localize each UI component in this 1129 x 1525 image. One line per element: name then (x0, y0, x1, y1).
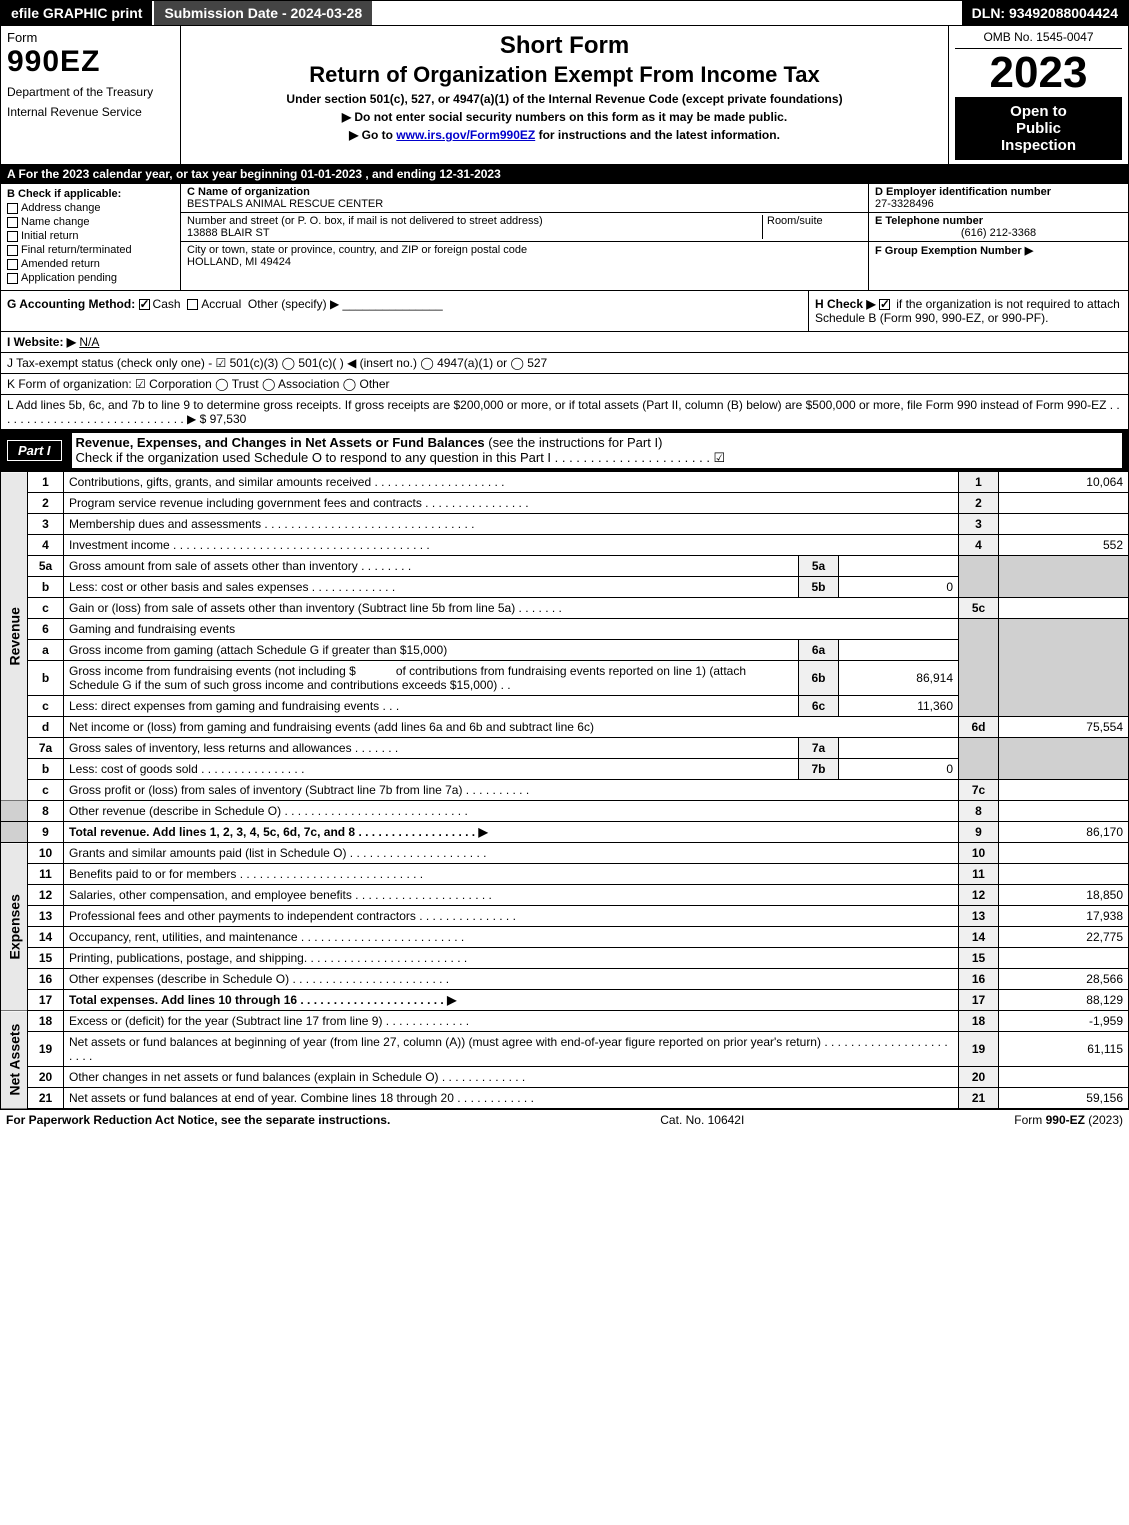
line-1: Revenue 1 Contributions, gifts, grants, … (1, 472, 1129, 493)
row-l-gross-receipts: L Add lines 5b, 6c, and 7b to line 9 to … (0, 395, 1129, 430)
form-header: Form 990EZ Department of the Treasury In… (0, 26, 1129, 165)
subtitle: Under section 501(c), 527, or 4947(a)(1)… (189, 92, 940, 106)
row-i-website: I Website: ▶ N/A (0, 332, 1129, 353)
line-7a: 7aGross sales of inventory, less returns… (1, 738, 1129, 759)
dln-label: DLN: 93492088004424 (962, 1, 1128, 25)
chk-scheduleb[interactable] (879, 299, 890, 310)
line-8: 8Other revenue (describe in Schedule O) … (1, 801, 1129, 822)
line-19: 19Net assets or fund balances at beginni… (1, 1032, 1129, 1067)
chk-final-return[interactable]: Final return/terminated (7, 244, 174, 256)
expenses-table: Expenses 10Grants and similar amounts pa… (0, 843, 1129, 1011)
title-short-form: Short Form (189, 32, 940, 60)
line-11: 11Benefits paid to or for members . . . … (1, 864, 1129, 885)
revenue-table: Revenue 1 Contributions, gifts, grants, … (0, 472, 1129, 843)
gross-receipts-value: 97,530 (210, 412, 247, 426)
org-info-grid: B Check if applicable: Address change Na… (0, 184, 1129, 291)
chk-accrual[interactable] (187, 299, 198, 310)
line-18: Net Assets 18Excess or (deficit) for the… (1, 1011, 1129, 1032)
line-14: 14Occupancy, rent, utilities, and mainte… (1, 927, 1129, 948)
chk-amended-return[interactable]: Amended return (7, 258, 174, 270)
footer-left: For Paperwork Reduction Act Notice, see … (6, 1113, 390, 1127)
line-15: 15Printing, publications, postage, and s… (1, 948, 1129, 969)
part1-header: Part I Revenue, Expenses, and Changes in… (0, 430, 1129, 472)
g-accounting-method: G Accounting Method: Cash Accrual Other … (1, 291, 808, 331)
d-ein-label: D Employer identification number (875, 186, 1051, 198)
line-6d: dNet income or (loss) from gaming and fu… (1, 717, 1129, 738)
row-gh: G Accounting Method: Cash Accrual Other … (0, 291, 1129, 332)
row-j-tax-exempt: J Tax-exempt status (check only one) - ☑… (0, 353, 1129, 374)
row-k-form-org: K Form of organization: ☑ Corporation ◯ … (0, 374, 1129, 395)
line-4: 4Investment income . . . . . . . . . . .… (1, 535, 1129, 556)
city-label: City or town, state or province, country… (187, 244, 527, 256)
ssn-warning: ▶ Do not enter social security numbers o… (189, 110, 940, 124)
omb-number: OMB No. 1545-0047 (955, 30, 1122, 49)
header-right: OMB No. 1545-0047 2023 Open to Public In… (948, 26, 1128, 164)
ein-value: 27-3328496 (875, 198, 934, 210)
part1-label: Part I (7, 440, 62, 461)
c-name-label: C Name of organization (187, 186, 310, 198)
footer-catno: Cat. No. 10642I (660, 1113, 744, 1127)
section-def: D Employer identification number 27-3328… (868, 184, 1128, 290)
goto-line: ▶ Go to www.irs.gov/Form990EZ for instru… (189, 128, 940, 142)
chk-name-change[interactable]: Name change (7, 216, 174, 228)
irs-link[interactable]: www.irs.gov/Form990EZ (396, 128, 535, 142)
line-10: Expenses 10Grants and similar amounts pa… (1, 843, 1129, 864)
chk-address-change[interactable]: Address change (7, 202, 174, 214)
phone-value: (616) 212-3368 (875, 227, 1122, 239)
website-value: N/A (79, 335, 99, 349)
line-9: 9Total revenue. Add lines 1, 2, 3, 4, 5c… (1, 822, 1129, 843)
header-left: Form 990EZ Department of the Treasury In… (1, 26, 181, 164)
dept-irs: Internal Revenue Service (7, 105, 174, 119)
efile-print-label[interactable]: efile GRAPHIC print (1, 1, 152, 25)
h-schedule-b: H Check ▶ if the organization is not req… (808, 291, 1128, 331)
side-expenses: Expenses (1, 843, 28, 1011)
side-netassets: Net Assets (1, 1011, 28, 1109)
page-footer: For Paperwork Reduction Act Notice, see … (0, 1109, 1129, 1130)
section-a-tax-year: A For the 2023 calendar year, or tax yea… (0, 165, 1129, 184)
submission-date-label: Submission Date - 2024-03-28 (152, 1, 372, 25)
room-suite-label: Room/suite (762, 215, 862, 239)
header-center: Short Form Return of Organization Exempt… (181, 26, 948, 164)
form-number: 990EZ (7, 45, 174, 79)
chk-initial-return[interactable]: Initial return (7, 230, 174, 242)
city-value: HOLLAND, MI 49424 (187, 256, 291, 268)
side-revenue: Revenue (1, 472, 28, 801)
line-2: 2Program service revenue including gover… (1, 493, 1129, 514)
line-20: 20Other changes in net assets or fund ba… (1, 1067, 1129, 1088)
line-12: 12Salaries, other compensation, and empl… (1, 885, 1129, 906)
chk-application-pending[interactable]: Application pending (7, 272, 174, 284)
open-to-public: Open to Public Inspection (955, 97, 1122, 160)
e-phone-label: E Telephone number (875, 215, 983, 227)
line-17: 17Total expenses. Add lines 10 through 1… (1, 990, 1129, 1011)
part1-desc: Revenue, Expenses, and Changes in Net As… (72, 433, 1122, 468)
street-value: 13888 BLAIR ST (187, 227, 270, 239)
form-word: Form (7, 30, 174, 45)
dept-treasury: Department of the Treasury (7, 85, 174, 99)
section-c-org: C Name of organization BESTPALS ANIMAL R… (181, 184, 868, 290)
line-7c: cGross profit or (loss) from sales of in… (1, 780, 1129, 801)
line-5c: cGain or (loss) from sale of assets othe… (1, 598, 1129, 619)
line-21: 21Net assets or fund balances at end of … (1, 1088, 1129, 1109)
line-3: 3Membership dues and assessments . . . .… (1, 514, 1129, 535)
title-return: Return of Organization Exempt From Incom… (189, 62, 940, 88)
f-group-exemption: F Group Exemption Number ▶ (875, 245, 1033, 257)
section-b-checkboxes: B Check if applicable: Address change Na… (1, 184, 181, 290)
line-13: 13Professional fees and other payments t… (1, 906, 1129, 927)
net-assets-table: Net Assets 18Excess or (deficit) for the… (0, 1011, 1129, 1109)
line-6: 6Gaming and fundraising events (1, 619, 1129, 640)
line-16: 16Other expenses (describe in Schedule O… (1, 969, 1129, 990)
street-label: Number and street (or P. O. box, if mail… (187, 215, 543, 227)
b-header: B Check if applicable: (7, 188, 174, 200)
chk-cash[interactable] (139, 299, 150, 310)
line-5a: 5aGross amount from sale of assets other… (1, 556, 1129, 577)
tax-year: 2023 (955, 51, 1122, 95)
top-bar: efile GRAPHIC print Submission Date - 20… (0, 0, 1129, 26)
footer-formref: Form 990-EZ (2023) (1014, 1113, 1123, 1127)
org-name: BESTPALS ANIMAL RESCUE CENTER (187, 198, 383, 210)
